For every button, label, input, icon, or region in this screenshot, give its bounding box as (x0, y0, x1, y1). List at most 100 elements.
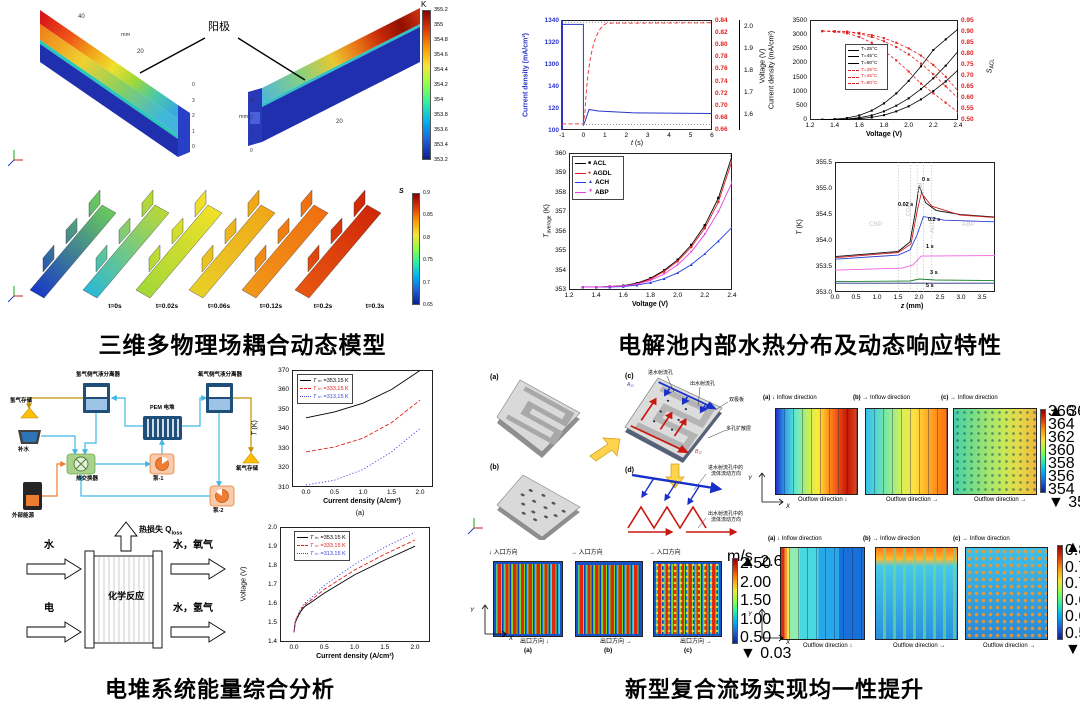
pipe-stack-to-h2sep (110, 395, 143, 427)
stack-energy-diagram (26, 521, 226, 649)
legend-marker-icon: ■ (588, 160, 592, 167)
tavg-xticks: 1.2 1.4 1.6 1.8 2.0 2.2 2.4 (564, 292, 737, 299)
tavg-curves (581, 154, 732, 289)
bar-a-top-layer (40, 10, 178, 119)
o2-storage-triangle (242, 452, 260, 464)
h2-separator-label: 氢气侧气液分离器 (76, 372, 121, 378)
vel-map-a-caption: (a) (524, 647, 532, 654)
series-tin-353 (293, 545, 416, 633)
d-inlet-note-line2: 流体流动方向 (711, 471, 742, 477)
bipolar-plate-note: 双极板 (729, 397, 745, 403)
stackt-yticks: 370 360 350 340 330 320 310 (278, 366, 289, 491)
plate-b-jet-holes (520, 489, 566, 522)
pipe-h2sep-to-hx (82, 413, 97, 456)
plate-b (496, 474, 581, 538)
stackt-curves (305, 370, 421, 486)
sat-xy-axes-icon (758, 608, 784, 642)
pol-yticks-right: 0.95 0.90 0.85 0.80 0.75 0.70 0.65 0.60 0.55 0.50 (961, 16, 974, 124)
pump1-label: 泵-1 (153, 476, 164, 482)
axis-triad-icon (7, 286, 23, 303)
dyn-xticks: -1 0 1 2 3 4 5 6 (559, 132, 714, 139)
stack-cell-stripes (98, 556, 150, 643)
temp-colorbar-ticks: 366 364 362 360 358 356 354 (1048, 403, 1075, 498)
stackv-xlabel: Current density (A/cm²) (316, 653, 394, 660)
vel-map-a-header: ↓ 入口方向 (489, 550, 518, 556)
legend-marker-icon: ▼ (588, 188, 593, 195)
colorbar-k-title: K (421, 0, 427, 9)
dyn-yticks-left: 1340 1320 1300 140 120 100 (544, 16, 559, 134)
sat-map-c-header: (c) → Inflow direction (953, 536, 1010, 542)
sat-axis-y-label: Y (748, 612, 753, 618)
temp-map-b-header: (b) → Inflow direction (853, 395, 911, 401)
hydrogen-out-label: 水，氢气 (173, 603, 213, 614)
curve-label-3s: 3 s (930, 270, 938, 276)
pipe-energy-to-hx (42, 461, 67, 497)
legend-label: ACL (593, 160, 607, 168)
stackv-xticks: 0.0 0.5 1.0 1.5 2.0 (289, 644, 420, 651)
series-abp (581, 181, 732, 289)
panel-title-bottom-left: 电堆系统能量综合分析 (105, 677, 336, 702)
bar-b-len-tick: 20 (336, 119, 343, 125)
dyn-xlabel: t (s) (630, 140, 644, 147)
curve-label-02s: 0.2 s (928, 217, 941, 223)
dyn-left-spine (561, 20, 563, 130)
fin-t03 (294, 189, 382, 299)
pol-legend: T=25°C T=45°C T=80°C T=25°C T=45°C T=80°… (845, 44, 888, 90)
axis-triad-icon (467, 518, 483, 535)
pem-stack-label: PEM 电堆 (150, 405, 175, 411)
temp-map-c-footer: Outflow direction → (974, 497, 1027, 503)
section-a-note: A₁₂ (627, 382, 634, 388)
temp-map-a-header: (a) ↓ Inflow direction (763, 395, 817, 401)
pol-ylabel-right: SACL (986, 58, 996, 74)
bar-a-bottom-layer (40, 44, 178, 157)
d-inlet-note-line1: 进水射流孔中的 (708, 465, 744, 471)
flowfield-design-diagram (467, 375, 738, 540)
series-voltage (562, 22, 712, 125)
tz-plot-frame (835, 162, 995, 292)
series-tin-333 (305, 399, 421, 453)
panel-c-label: (c) (625, 373, 634, 380)
panel-a-label: (a) (490, 374, 499, 381)
region-label-cbp: CBP (869, 221, 883, 228)
makeup-water-tank (18, 430, 41, 444)
pipe-tank-to-hx (41, 435, 78, 456)
tavg-xlabel: Voltage (V) (631, 301, 669, 308)
anode-pointer-line-left (139, 37, 206, 74)
pol-curves (821, 28, 958, 120)
arrow-right-icon: → (950, 395, 957, 401)
region-label-abp: ABP (962, 221, 976, 228)
d-outlet-zigzag (627, 505, 707, 530)
plate-a-serpentine-channel (505, 386, 575, 446)
bar-a-len-tick-40: 40 (78, 14, 85, 20)
stackv-ylabel: Voltage (V) (240, 566, 248, 602)
serpentine-overlay (866, 409, 947, 494)
legend-label: =353.15 K (320, 534, 346, 541)
series-ach (581, 226, 732, 289)
external-energy (23, 482, 42, 510)
pipe-o2sep-to-storage (230, 397, 254, 454)
inlet-manifold-arrow (658, 381, 717, 410)
arrow-right-icon: → (625, 639, 632, 645)
hydrogen-out-arrow (170, 621, 226, 643)
dyn-ylabel-right: Voltage (V) (759, 48, 767, 84)
sat-contour-map-a (780, 547, 865, 640)
fin-t002 (82, 189, 170, 299)
arrow-right-icon: → (862, 395, 869, 401)
pol-xlabel: Voltage (V) (865, 131, 903, 138)
arrow-right-icon: → (1020, 497, 1027, 503)
dyn-voltage-axis-line (739, 20, 740, 130)
bar-b-endcap-cell (250, 112, 260, 124)
anode-label: 阳极 (208, 21, 230, 33)
temp-colorbar (1040, 409, 1046, 493)
curve-label-002s: 0.02 s (898, 202, 914, 208)
curve-label-0s: 0 s (922, 177, 930, 183)
series-s-25c (821, 30, 958, 93)
legend-label: =333.15 K (323, 385, 349, 392)
colorbar-s (412, 193, 420, 305)
makeup-water-label: 补水 (18, 447, 30, 453)
sat-map-a-footer: Outflow direction ↓ (803, 643, 853, 649)
o2-separator-label: 氧气侧气液分离器 (198, 372, 243, 378)
arrow-right-icon: → (705, 639, 712, 645)
